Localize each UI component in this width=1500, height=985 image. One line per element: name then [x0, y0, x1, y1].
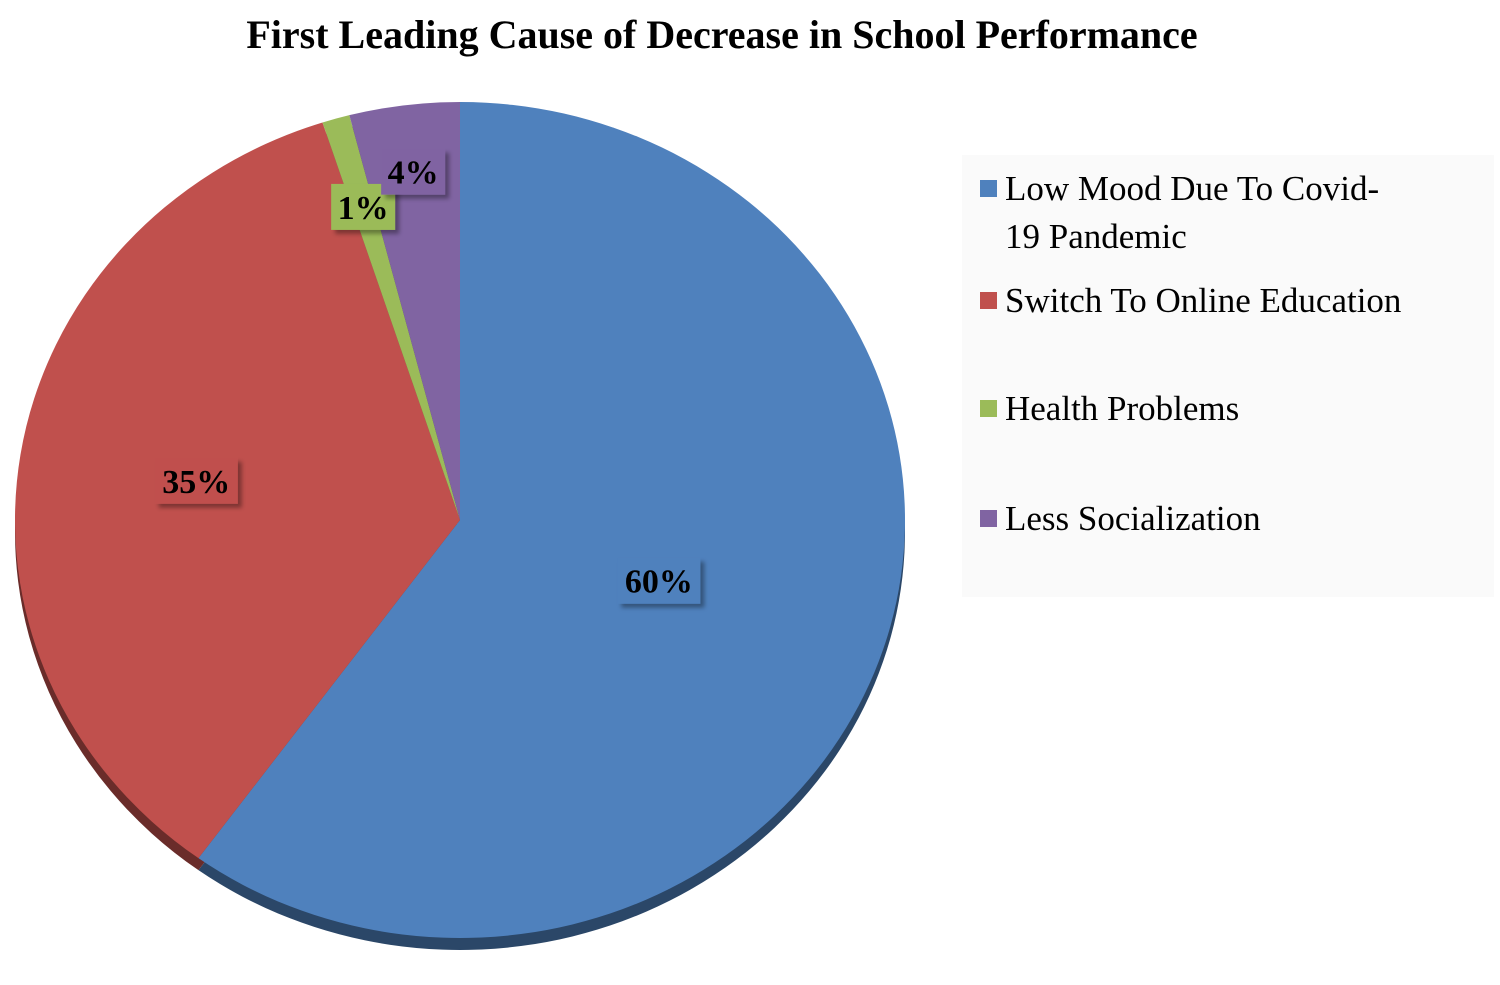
legend-entry-3: Health Problems	[980, 389, 1239, 428]
pie-slices	[14, 102, 906, 951]
data-label-text: 4%	[388, 155, 439, 192]
legend-swatch	[980, 292, 997, 309]
legend-swatch	[980, 180, 997, 197]
data-label-text: 60%	[625, 564, 693, 601]
legend-label: Health Problems	[1005, 389, 1239, 428]
legend-entry-4: Less Socialization	[980, 499, 1261, 538]
data-label-text: 1%	[338, 190, 389, 227]
legend-label: 19 Pandemic	[1005, 217, 1187, 256]
data-label-text: 35%	[162, 464, 230, 501]
legend: Low Mood Due To Covid- 19 Pandemic Switch …	[962, 155, 1494, 597]
data-label-1: 60%	[617, 557, 701, 604]
data-labels: 60% 35% 1%4%	[154, 148, 701, 604]
legend-entry-2: Switch To Online Education	[980, 281, 1401, 320]
data-label-4: 4%	[381, 148, 446, 195]
legend-label: Less Socialization	[1005, 499, 1261, 538]
data-label-2: 35%	[154, 457, 238, 504]
legend-label: Switch To Online Education	[1005, 281, 1401, 320]
legend-label: Low Mood Due To Covid-	[1005, 169, 1379, 208]
data-label-box	[154, 457, 238, 504]
data-label-box	[381, 148, 446, 195]
legend-box	[962, 155, 1494, 597]
pie-slice-1	[198, 102, 905, 939]
legend-swatch	[980, 400, 997, 417]
chart-title: First Leading Cause of Decrease in Schoo…	[246, 12, 1197, 57]
legend-entry-1: Low Mood Due To Covid- 19 Pandemic	[980, 169, 1379, 256]
legend-swatch	[980, 510, 997, 527]
data-label-box	[617, 557, 701, 604]
